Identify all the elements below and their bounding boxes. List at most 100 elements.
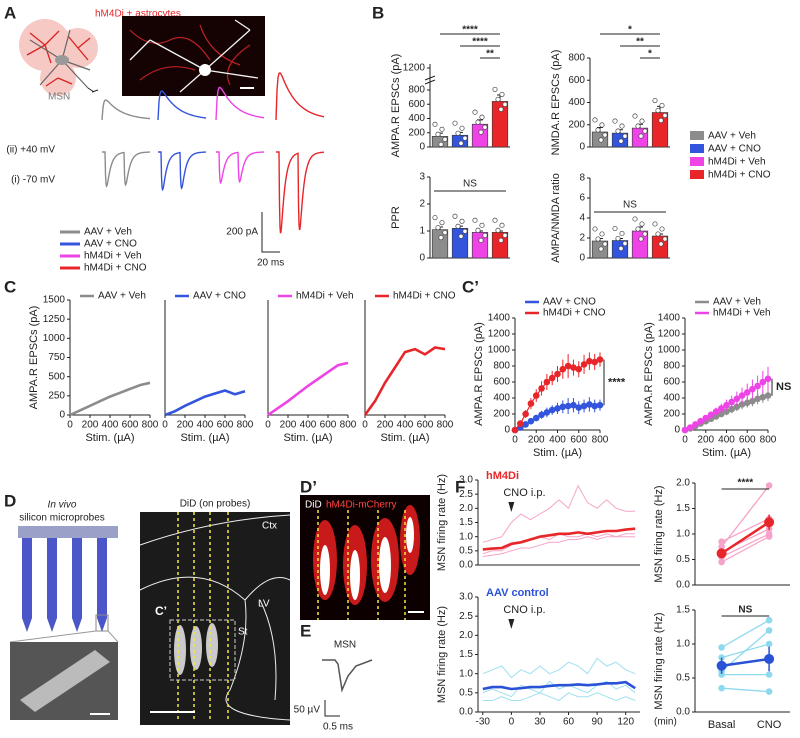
y-tick-label: 0.0	[459, 560, 473, 571]
panel-label: D’	[300, 477, 317, 496]
x-tick-label: 600	[417, 420, 434, 431]
data-dot	[472, 109, 478, 115]
data-dot	[475, 119, 481, 125]
scale-label: 20 ms	[257, 258, 284, 269]
data-dot	[452, 213, 458, 219]
x-tick-label: 800	[237, 420, 254, 431]
data-dot	[635, 226, 641, 232]
y-tick-label: 0	[579, 253, 585, 264]
series-line	[69, 381, 151, 417]
sig-label: NS	[738, 605, 752, 616]
x-tick-label: 400	[397, 420, 414, 431]
y-tick-label: 250	[48, 390, 65, 401]
x-tick-label: 0	[162, 420, 168, 431]
data-point	[754, 395, 761, 403]
y-tick-label: 400	[493, 393, 510, 404]
data-point	[759, 393, 767, 401]
data-point	[759, 378, 767, 386]
y-axis-label: AMPA.R EPSCs (pA)	[643, 322, 655, 426]
individual-pair	[721, 687, 770, 693]
data-point	[570, 364, 577, 371]
x-axis-label: Stim. (µA)	[283, 432, 332, 444]
data-dot	[639, 221, 645, 227]
x-tick-label: 200	[377, 420, 394, 431]
x-tick-label: 400	[102, 420, 119, 431]
x-tick-label: 600	[217, 420, 234, 431]
mean-point	[764, 517, 775, 528]
data-point	[575, 365, 583, 373]
x-tick-label: 90	[592, 717, 604, 728]
data-point	[733, 395, 741, 403]
x-unit: (min)	[654, 717, 677, 728]
scale-label: 200 pA	[226, 227, 258, 238]
data-dot	[662, 112, 668, 119]
data-dot	[655, 107, 661, 114]
annotation: ****	[608, 376, 626, 388]
data-point	[697, 417, 704, 425]
individual-point	[718, 538, 725, 545]
data-point	[733, 403, 741, 411]
x-tick-label: -30	[476, 717, 491, 728]
data-dot	[435, 131, 441, 137]
region-label: St	[238, 627, 248, 638]
x-axis-label: Stim. (µA)	[380, 432, 429, 444]
y-tick-label: 2.0	[459, 630, 473, 641]
sig-label: ****	[472, 37, 488, 48]
y-tick-label: 200	[663, 409, 680, 420]
legend-label: AAV + CNO	[84, 239, 137, 250]
y-tick-label: 600	[663, 377, 680, 388]
data-dot	[499, 91, 505, 97]
data-point	[596, 401, 604, 409]
data-dot	[615, 128, 621, 134]
data-point	[723, 401, 730, 409]
x-tick-label: CNO	[757, 719, 782, 731]
data-dot	[499, 222, 505, 228]
individual-point	[765, 482, 773, 489]
data-dot	[475, 227, 481, 233]
y-axis-label: MSN firing rate (Hz)	[436, 606, 448, 703]
data-dot	[642, 231, 648, 237]
data-point	[712, 408, 720, 415]
x-axis-label: Stim. (µA)	[702, 447, 751, 459]
region-label: Ctx	[262, 521, 277, 532]
data-point	[575, 404, 583, 411]
trace	[215, 86, 265, 121]
data-dot	[658, 241, 664, 247]
x-tick-label: 200	[528, 435, 545, 446]
data-dot	[495, 227, 501, 233]
data-point	[681, 426, 689, 434]
y-tick-label: 1400	[658, 313, 681, 324]
data-point	[538, 385, 545, 392]
data-point	[718, 405, 725, 412]
spike-trace	[322, 659, 373, 693]
x-tick-label: 800	[592, 435, 609, 446]
individual-point	[765, 627, 773, 634]
x-tick-label: 800	[142, 420, 159, 431]
data-dot	[622, 133, 628, 139]
legend-label: hM4Di + Veh	[708, 157, 766, 168]
legend-label: AAV + Veh	[713, 297, 761, 308]
scale-bar	[261, 212, 280, 253]
data-point	[554, 370, 561, 378]
data-dot	[459, 125, 465, 131]
individual-point	[765, 671, 773, 678]
y-tick-label: 0.0	[459, 707, 473, 718]
legend-label: AAV + CNO	[708, 144, 761, 155]
data-dot	[639, 118, 645, 124]
x-tick-label: 200	[697, 435, 714, 446]
legend-swatch	[690, 157, 704, 166]
data-dot	[602, 132, 608, 138]
y-tick-label: 1.5	[459, 517, 473, 528]
data-point	[538, 411, 545, 419]
data-point	[738, 401, 746, 408]
data-point	[527, 400, 535, 407]
y-tick-label: 0.0	[676, 707, 690, 718]
data-point	[559, 365, 567, 373]
data-dot	[655, 231, 661, 237]
data-point	[754, 382, 761, 390]
y-tick-label: 1000	[43, 333, 66, 344]
data-dot	[632, 216, 638, 222]
y-tick-label: 2	[419, 199, 425, 210]
y-tick-label: 0	[579, 142, 585, 153]
